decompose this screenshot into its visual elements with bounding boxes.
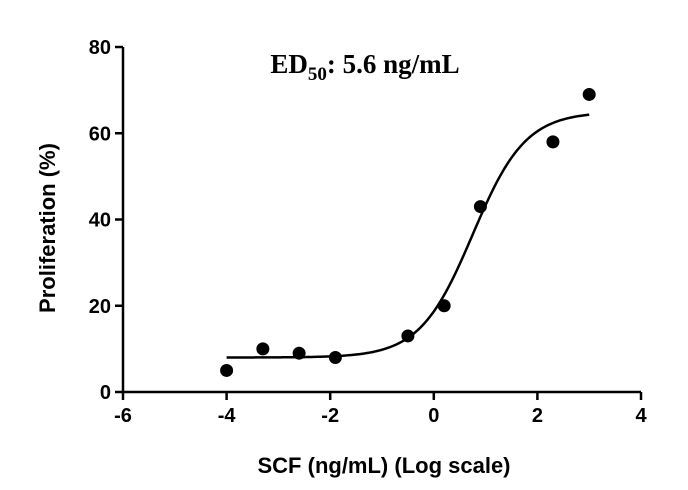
data-point — [473, 200, 487, 214]
y-tick-label: 0 — [100, 382, 111, 404]
data-point — [292, 346, 306, 360]
data-point — [220, 363, 234, 377]
x-tick-label: -2 — [321, 405, 339, 427]
y-tick-label: 80 — [89, 37, 111, 59]
x-tick-label: 4 — [635, 405, 647, 427]
y-tick-label: 20 — [89, 296, 111, 318]
chart-title-suffix: : 5.6 ng/mL — [327, 49, 460, 79]
y-axis-title: Proliferation (%) — [35, 143, 60, 313]
fit-curve-layer — [226, 113, 590, 359]
x-axis-title: SCF (ng/mL) (Log scale) — [258, 453, 511, 478]
x-tick-label: -4 — [218, 405, 237, 427]
x-tick-label: 2 — [532, 405, 543, 427]
y-tick-label: 40 — [89, 210, 111, 232]
y-tick-label: 60 — [89, 123, 111, 145]
chart-title-subscript: 50 — [308, 64, 327, 85]
data-point — [401, 329, 415, 343]
data-point — [582, 87, 596, 101]
x-tick-label: -6 — [114, 405, 132, 427]
data-point — [256, 342, 270, 356]
data-points — [220, 87, 596, 377]
data-point — [328, 351, 342, 364]
data-point — [546, 135, 560, 149]
data-point — [437, 299, 451, 313]
chart-title-prefix: ED — [270, 49, 308, 79]
axes — [121, 47, 641, 394]
fit-curve — [226, 113, 590, 359]
x-tick-label: 0 — [428, 405, 439, 427]
chart-title: ED50: 5.6 ng/mL — [270, 49, 459, 85]
